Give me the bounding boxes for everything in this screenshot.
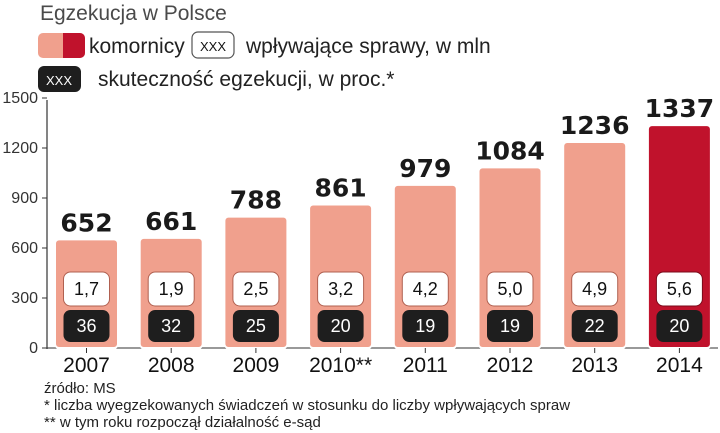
bar-value-label: 661 xyxy=(145,207,197,236)
x-tick-label: 2014 xyxy=(656,354,703,377)
cases-box xyxy=(655,271,703,307)
effectiveness-box xyxy=(656,310,703,342)
effectiveness-value: 22 xyxy=(585,316,605,336)
legend-dark-label: skuteczność egzekucji, w proc.* xyxy=(98,68,394,91)
footnote-2: ** w tym roku rozpoczął działalność e-są… xyxy=(44,414,321,431)
cases-value: 1,7 xyxy=(74,279,99,299)
effectiveness-value: 19 xyxy=(415,316,435,336)
cases-box xyxy=(401,271,449,307)
y-tick-label: 600 xyxy=(11,240,38,257)
bar-value-label: 979 xyxy=(399,154,451,183)
legend-dark-swatch xyxy=(38,66,81,92)
cases-box xyxy=(63,271,110,307)
cases-value: 3,2 xyxy=(328,279,353,299)
bar-value-label: 861 xyxy=(315,174,367,203)
effectiveness-value: 32 xyxy=(161,316,181,336)
y-ticks: 0 300 600 900 1200 1500 xyxy=(2,90,47,357)
cases-box xyxy=(571,271,619,307)
effectiveness-box xyxy=(402,310,449,342)
effectiveness-box xyxy=(571,310,618,342)
x-tick-label: 2012 xyxy=(487,354,534,377)
y-tick-label: 1500 xyxy=(2,90,38,107)
bar-value-label: 1084 xyxy=(475,136,545,165)
cases-box xyxy=(486,271,534,307)
legend-box-swatch xyxy=(191,31,235,59)
chart-title: Egzekucja w Polsce xyxy=(40,2,227,25)
bar-value-label: 788 xyxy=(230,186,282,215)
cases-value: 1,9 xyxy=(159,279,184,299)
bar-value-label: 652 xyxy=(60,208,112,237)
x-tick-label: 2013 xyxy=(571,354,618,377)
y-tick-label: 900 xyxy=(11,190,38,207)
effectiveness-value: 20 xyxy=(331,316,351,336)
legend-bar-label: komornicy xyxy=(89,35,185,58)
cases-box xyxy=(232,271,280,307)
effectiveness-box xyxy=(317,310,364,342)
legend-box-sample: XXX xyxy=(200,39,226,54)
bar-value-label: 1236 xyxy=(560,111,630,140)
cases-value: 5,6 xyxy=(667,279,692,299)
effectiveness-box xyxy=(148,310,195,342)
x-tick-label: 2008 xyxy=(148,354,195,377)
cases-box xyxy=(147,271,195,307)
footnote-1: * liczba wyegzekowanych świadczeń w stos… xyxy=(44,397,570,414)
legend-bar-swatch xyxy=(38,33,85,58)
effectiveness-box xyxy=(487,310,533,342)
bars: 652 1,7 36 2007 661 1,9 32 2008 788 2,5 25 2009 861 3… xyxy=(54,94,715,377)
effectiveness-value: 20 xyxy=(669,316,689,336)
x-tick-label: 2009 xyxy=(233,354,280,377)
legend-dark-sample: XXX xyxy=(46,73,72,88)
footnote-source: źródło: MS xyxy=(44,380,116,397)
y-tick-label: 1200 xyxy=(2,140,38,157)
effectiveness-value: 25 xyxy=(246,316,266,336)
bar-value-label: 1337 xyxy=(645,94,715,123)
y-tick-label: 300 xyxy=(11,290,38,307)
legend-box-label: wpływające sprawy, w mln xyxy=(245,35,491,58)
cases-value: 2,5 xyxy=(243,279,268,299)
cases-box xyxy=(317,271,365,307)
y-tick-label: 0 xyxy=(29,340,38,357)
effectiveness-value: 36 xyxy=(76,316,96,336)
effectiveness-value: 19 xyxy=(500,316,520,336)
effectiveness-box xyxy=(63,310,110,342)
cases-value: 4,2 xyxy=(413,279,438,299)
x-tick-label: 2007 xyxy=(63,354,110,377)
cases-value: 5,0 xyxy=(497,279,522,299)
effectiveness-box xyxy=(232,310,279,342)
cases-value: 4,9 xyxy=(582,279,607,299)
x-tick-label: 2011 xyxy=(403,354,448,377)
x-tick-label: 2010** xyxy=(309,354,372,377)
